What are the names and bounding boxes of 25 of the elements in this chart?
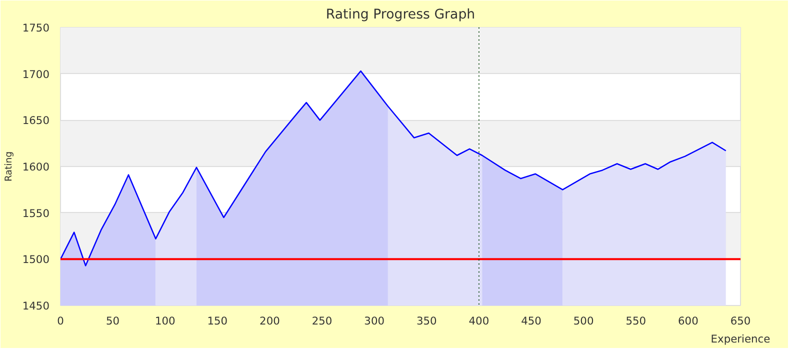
- y-tick-label: 1700: [22, 68, 50, 81]
- x-tick-label: 100: [154, 314, 176, 328]
- x-tick-label: 500: [573, 314, 594, 328]
- x-tick-label: 0: [57, 314, 64, 328]
- chart-title: Rating Progress Graph: [326, 8, 476, 22]
- y-tick-label: 1650: [22, 114, 50, 128]
- x-tick-label: 650: [730, 314, 751, 328]
- x-tick-label: 250: [312, 314, 332, 328]
- x-tick-label: 50: [106, 314, 120, 328]
- y-tick-label: 1450: [22, 300, 50, 312]
- y-tick-label: 1550: [22, 206, 50, 220]
- x-tick-label: 550: [626, 314, 646, 328]
- x-tick-label: 450: [521, 314, 542, 328]
- x-axis-title: Experience: [710, 332, 770, 346]
- y-tick-label: 1500: [22, 253, 50, 266]
- x-tick-label: 200: [260, 314, 280, 328]
- x-tick-label: 350: [416, 314, 438, 328]
- line-series: [60, 70, 727, 266]
- x-tick-label: 150: [207, 314, 228, 328]
- y-tick-label: 1750: [22, 22, 50, 34]
- x-tick-label: 400: [468, 314, 490, 328]
- x-tick-label: 600: [678, 314, 699, 328]
- y-tick-label: 1600: [22, 160, 50, 174]
- y-axis-title: Rating: [3, 151, 14, 182]
- x-tick-label: 300: [364, 314, 385, 328]
